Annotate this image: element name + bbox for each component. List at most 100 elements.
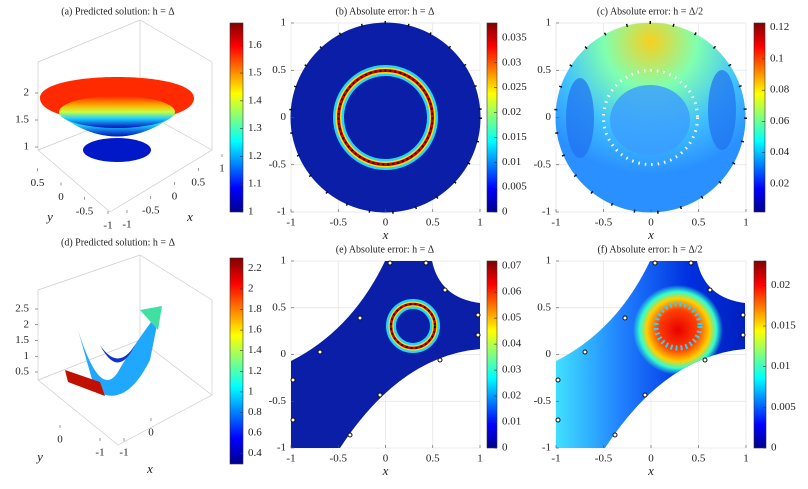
colorbar bbox=[229, 22, 244, 213]
colorbar-tick-label: 1 bbox=[248, 385, 254, 397]
colorbar-tick-label: 0.8 bbox=[248, 406, 262, 418]
colorbar-tick-label: 0.12 bbox=[770, 21, 789, 33]
y-tick-label: -1 bbox=[103, 220, 112, 232]
x-tick-label: 0.5 bbox=[692, 453, 706, 465]
y-tick-label: -1 bbox=[95, 447, 104, 459]
y-axis-label: y bbox=[35, 449, 43, 464]
z-tick-label: 1.5 bbox=[15, 114, 29, 126]
colorbar-tick-label: 0.03 bbox=[502, 56, 522, 68]
boundary-points bbox=[290, 260, 746, 438]
x-tick-label: 0.5 bbox=[191, 177, 205, 189]
chart-title: (b) Absolute error: h = Δ bbox=[336, 6, 436, 17]
x-tick-label: -1 bbox=[551, 453, 560, 465]
z-tick-label: 2 bbox=[24, 318, 30, 330]
field-f bbox=[556, 261, 745, 448]
x-tick-label: -1 bbox=[551, 217, 560, 229]
saddle bbox=[78, 310, 160, 396]
colorbar bbox=[229, 257, 244, 465]
x-tick-label: -0.5 bbox=[142, 205, 160, 217]
x-tick-label: 0 bbox=[148, 427, 154, 439]
z-tick-label: 2 bbox=[24, 87, 30, 99]
colorbar-tick-label: 0.025 bbox=[502, 81, 527, 93]
x-tick-label: 0.5 bbox=[426, 217, 440, 229]
x-tick-label: -0.5 bbox=[330, 217, 348, 229]
y-tick-label: 1 bbox=[281, 255, 287, 267]
y-tick-label: -0.5 bbox=[269, 395, 287, 407]
y-tick-label: -1 bbox=[542, 442, 551, 454]
saddle-edge bbox=[65, 370, 105, 396]
z-tick-label: 1 bbox=[24, 141, 30, 153]
y-tick-label: 1 bbox=[281, 17, 287, 29]
surface-d bbox=[37, 254, 213, 446]
x-axis-label: x bbox=[647, 463, 654, 478]
colorbar-tick-label: 0.06 bbox=[502, 286, 522, 298]
y-tick-label: 0.5 bbox=[272, 64, 286, 76]
colorbar-tick-label: 0.1 bbox=[770, 52, 784, 64]
x-axis-label: x bbox=[647, 227, 654, 242]
colorbar-tick-label: 0.02 bbox=[771, 279, 790, 291]
colorbar-tick-label: 0.6 bbox=[248, 427, 262, 439]
colorbar-tick-label: 0.01 bbox=[502, 156, 521, 168]
x-tick-label: 0 bbox=[383, 217, 389, 229]
bowl-body bbox=[40, 98, 194, 137]
colorbar-tick-label: 0.01 bbox=[771, 360, 790, 372]
colorbar-tick-label: 1.2 bbox=[248, 365, 262, 377]
colorbar-tick-label: 0.04 bbox=[502, 338, 522, 350]
y-tick-label: 0.5 bbox=[537, 301, 551, 313]
colorbar-tick-label: 2 bbox=[248, 282, 254, 294]
colorbar-tick-label: 0.02 bbox=[770, 177, 789, 189]
colorbar-tick-label: 1.3 bbox=[248, 122, 262, 134]
x-tick-label: -0.5 bbox=[595, 453, 613, 465]
colorbar-tick-label: 0.07 bbox=[502, 260, 522, 272]
bowl-bottom bbox=[83, 138, 151, 162]
x-axis-label: x bbox=[146, 461, 153, 476]
field-b bbox=[290, 22, 481, 213]
colorbar-tick-label: 1.4 bbox=[248, 94, 262, 106]
y-tick-label: 0.5 bbox=[537, 64, 551, 76]
colorbar-tick-label: 1.2 bbox=[248, 150, 262, 162]
y-tick-label: -1 bbox=[542, 206, 551, 218]
colorbar-tick-label: 0 bbox=[502, 206, 508, 218]
colorbar-tick-label: 0.02 bbox=[502, 390, 521, 402]
ring-e bbox=[386, 299, 440, 353]
x-tick-label: -0.5 bbox=[595, 217, 613, 229]
y-tick-label: -0.5 bbox=[534, 158, 552, 170]
y-tick-label: 0.5 bbox=[31, 177, 45, 189]
boundary-points bbox=[289, 21, 482, 214]
z-tick-label: 2.5 bbox=[15, 303, 29, 315]
x-tick-label: 1 bbox=[477, 217, 483, 229]
colorbar-tick-label: 0 bbox=[771, 442, 777, 454]
x-tick-label: -1 bbox=[122, 219, 131, 231]
field-c-spot bbox=[708, 70, 736, 150]
x-tick-label: 0.5 bbox=[426, 453, 440, 465]
z-tick-label: 1.5 bbox=[15, 334, 29, 346]
y-tick-label: -0.5 bbox=[269, 158, 287, 170]
x-tick-label: -0.5 bbox=[330, 453, 348, 465]
colorbar-tick-label: 0.005 bbox=[771, 401, 796, 413]
colorbar-tick-label: 0.035 bbox=[502, 31, 527, 43]
saddle-edge bbox=[140, 306, 162, 330]
y-tick-label: 1 bbox=[546, 17, 552, 29]
colorbar-tick-label: 0.04 bbox=[770, 146, 790, 158]
colorbar-tick-label: 0.06 bbox=[770, 115, 790, 127]
x-tick-label: 0 bbox=[648, 217, 654, 229]
colorbar-tick-label: 1.4 bbox=[248, 344, 262, 356]
colorbar-tick-label: 1.6 bbox=[248, 324, 262, 336]
x-tick-label: 0 bbox=[383, 453, 389, 465]
z-tick-label: 1 bbox=[24, 350, 30, 362]
field-c-center bbox=[610, 85, 690, 155]
colorbar bbox=[753, 22, 766, 213]
colorbar bbox=[753, 260, 767, 449]
surface-a bbox=[37, 19, 213, 213]
y-tick-label: 0 bbox=[546, 348, 552, 360]
colorbar-tick-label: 1.5 bbox=[248, 67, 262, 79]
colorbar-tick-label: 0.015 bbox=[771, 320, 796, 332]
colorbar-tick-label: 0 bbox=[502, 442, 508, 454]
y-tick-label: 0 bbox=[281, 111, 287, 123]
y-axis-label: y bbox=[45, 209, 53, 224]
colorbar-tick-label: 2.2 bbox=[248, 262, 262, 274]
saddle-dip bbox=[100, 345, 135, 363]
colorbar-tick-label: 0.05 bbox=[502, 312, 522, 324]
y-tick-label: 1 bbox=[546, 255, 552, 267]
